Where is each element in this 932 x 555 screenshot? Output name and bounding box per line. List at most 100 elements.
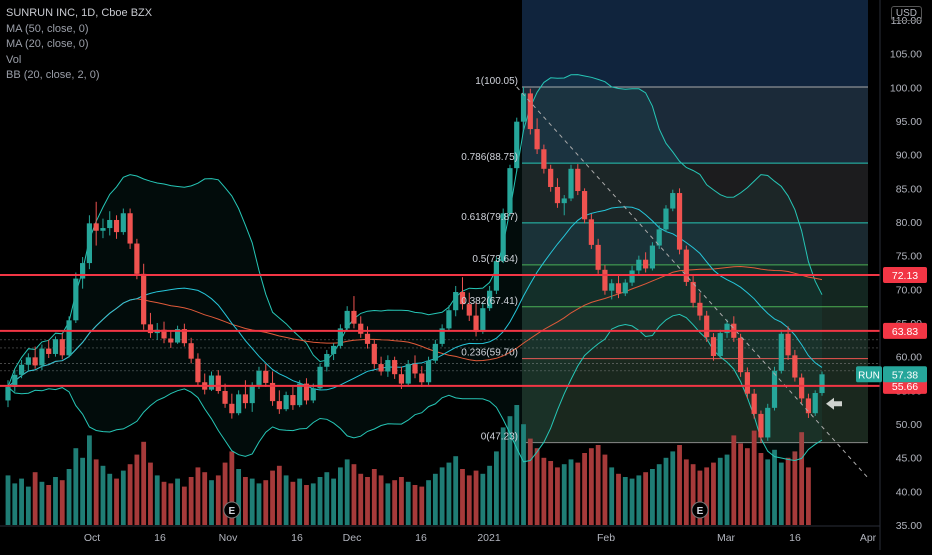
candle-body [107,219,113,229]
volume-bar [487,465,493,525]
candle-body [32,357,38,366]
fib-level-label: 0.786(88.75) [461,152,518,163]
candle-body [324,353,330,367]
candle [236,390,242,416]
candle [663,205,669,233]
candle [453,285,459,317]
candle-body [609,283,615,291]
volume-bar [154,475,160,525]
candle-body [276,401,282,410]
candle-body [575,168,581,192]
y-tick-label: 35.00 [896,520,922,532]
candle [459,277,466,310]
candle [575,164,581,196]
volume-bar [507,416,513,525]
volume-bar [32,472,38,525]
candle [80,257,86,289]
candle-body [351,310,357,324]
candle [670,189,676,212]
candle-body [134,243,140,274]
candle-body [419,373,425,383]
volume-bar [202,472,208,525]
earnings-circle [223,501,241,519]
y-tick-label: 60.00 [896,352,922,364]
candle-body [548,168,554,187]
candle-body [541,149,547,169]
candle [208,371,215,392]
last-price-badge [883,366,927,383]
volume-bar [12,483,18,525]
price-level-badge [883,266,927,283]
x-tick-label: Apr [860,532,877,544]
y-tick-label: 45.00 [896,453,922,465]
candle-body [337,328,343,346]
candle-body [242,394,249,404]
volume-bar [93,459,99,525]
earnings-marker: E [223,501,241,519]
legend-ma50[interactable]: MA (50, close, 0) [6,22,89,35]
candle [744,367,750,399]
candle-body [283,395,289,410]
x-tick-label: 16 [789,532,801,544]
y-tick-label: 75.00 [896,251,922,263]
candle-body [670,193,676,209]
volume-bar [195,467,201,525]
candle [378,356,384,376]
y-tick-label: 105.00 [890,49,922,61]
volume-bar [582,453,587,525]
fib-extension-zone [522,0,868,87]
volume-bar [473,470,479,525]
legend-ma20[interactable]: MA (20, close, 0) [6,38,89,50]
earnings-circle [691,501,709,519]
candle-body [724,323,730,334]
volume-bar [738,443,743,525]
legend-vol[interactable]: Vol [6,53,22,66]
candle [676,188,683,255]
candle [331,343,337,361]
candle [181,323,187,347]
candle-body [615,283,622,294]
candle-body [168,338,174,343]
candle-body [514,121,520,169]
candle-body [710,337,717,356]
volume-bar [419,486,425,525]
volume-bar [114,478,119,525]
volume-bar [677,445,682,525]
volume-bar [276,465,282,525]
volume-bar [310,483,316,525]
candle [297,380,303,408]
volume-bar [616,473,621,525]
candle [59,333,65,360]
candle [615,275,622,299]
candle [792,349,798,382]
candle [500,208,506,264]
candle [683,245,689,286]
candle-body [738,337,744,373]
candle [385,355,391,377]
volume-bar [751,430,757,525]
candle [73,272,79,323]
volume-bar [87,435,92,525]
candle [351,296,357,329]
fib-level-label: 0.5(73.64) [472,254,518,265]
candle-body [744,372,750,394]
volume-bar [188,477,194,525]
candle [419,366,425,387]
candle-body [263,370,269,383]
x-tick-label: Oct [84,532,100,544]
volume-bar [365,477,370,525]
candle-body [310,388,316,401]
price-level-badge-label: 63.83 [892,326,918,338]
volume-bar [521,424,526,525]
x-tick-label: 2021 [477,532,501,544]
candle-body [629,270,635,283]
candle-body [256,370,262,385]
candle-body [364,333,371,344]
candle [738,333,744,377]
volume-bar [731,435,737,525]
legend-bb[interactable]: BB (20, close, 2, 0) [6,69,100,81]
candle [541,144,547,174]
currency-button[interactable]: USD [890,6,922,21]
